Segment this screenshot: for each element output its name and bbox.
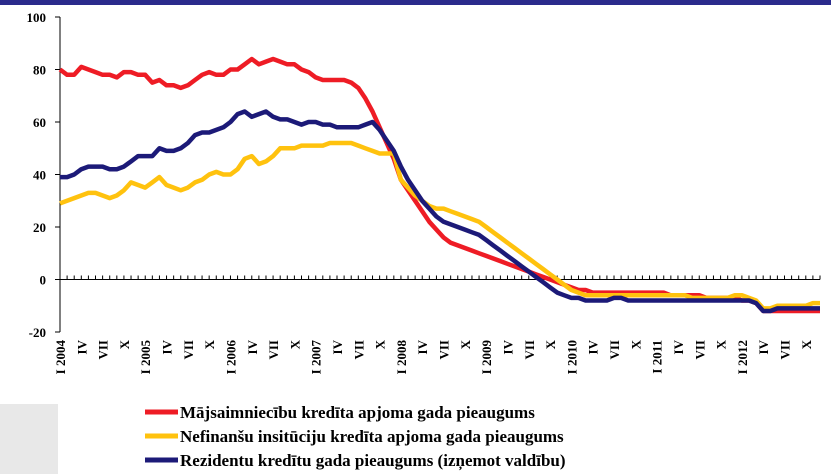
- x-tick-label: I 2004: [53, 340, 68, 375]
- y-tick-label: 60: [33, 115, 46, 130]
- y-tick-label: -20: [29, 325, 46, 340]
- x-tick-label: I 2012: [735, 340, 750, 374]
- x-tick-label: X: [714, 339, 729, 349]
- y-tick-label: 20: [33, 220, 46, 235]
- x-tick-label: X: [202, 339, 217, 349]
- top-bar: [0, 0, 831, 5]
- x-tick-label: I 2008: [394, 340, 409, 375]
- y-tick-label: 100: [27, 10, 47, 25]
- legend-label: Rezidentu kredītu gada pieaugums (izņemo…: [180, 451, 566, 471]
- x-tick-label: VII: [607, 340, 622, 360]
- x-tick-label: IV: [160, 339, 175, 354]
- x-tick-label: IV: [74, 339, 89, 354]
- x-tick-label: I 2009: [479, 340, 494, 375]
- x-tick-label: X: [799, 339, 814, 349]
- y-tick-label: 0: [40, 273, 47, 288]
- x-tick-label: I 2010: [564, 340, 579, 374]
- x-tick-label: IV: [415, 339, 430, 354]
- x-tick-label: VII: [522, 340, 537, 360]
- x-tick-label: IV: [756, 339, 771, 354]
- x-tick-label: X: [117, 339, 132, 349]
- x-tick-label: VII: [266, 340, 281, 360]
- x-tick-label: IV: [245, 339, 260, 354]
- x-tick-label: I 2005: [138, 340, 153, 375]
- x-tick-label: I 2011: [650, 340, 665, 374]
- y-tick-label: 80: [33, 63, 46, 78]
- series-line: [60, 109, 820, 314]
- x-tick-label: VII: [437, 340, 452, 360]
- x-tick-label: IV: [330, 339, 345, 354]
- x-tick-label: VII: [777, 340, 792, 360]
- x-tick-label: X: [543, 339, 558, 349]
- y-tick-label: 40: [33, 168, 46, 183]
- x-tick-label: X: [628, 339, 643, 349]
- x-tick-label: VII: [96, 340, 111, 360]
- x-tick-label: X: [287, 339, 302, 349]
- legend-label: Nefinanšu insitūciju kredīta apjoma gada…: [180, 427, 564, 446]
- series-line: [58, 56, 820, 314]
- x-tick-label: I 2007: [309, 340, 324, 375]
- x-tick-label: VII: [692, 340, 707, 360]
- x-tick-label: IV: [671, 339, 686, 354]
- x-tick-label: VII: [351, 340, 366, 360]
- series-line: [59, 140, 820, 311]
- x-tick-label: X: [458, 339, 473, 349]
- x-tick-label: IV: [500, 339, 515, 354]
- corner-panel: [0, 404, 58, 474]
- x-tick-label: IV: [586, 339, 601, 354]
- legend-label: Mājsaimniecību kredīta apjoma gada pieau…: [180, 403, 535, 422]
- x-tick-label: VII: [181, 340, 196, 360]
- x-tick-label: X: [373, 339, 388, 349]
- x-tick-label: I 2006: [223, 340, 238, 375]
